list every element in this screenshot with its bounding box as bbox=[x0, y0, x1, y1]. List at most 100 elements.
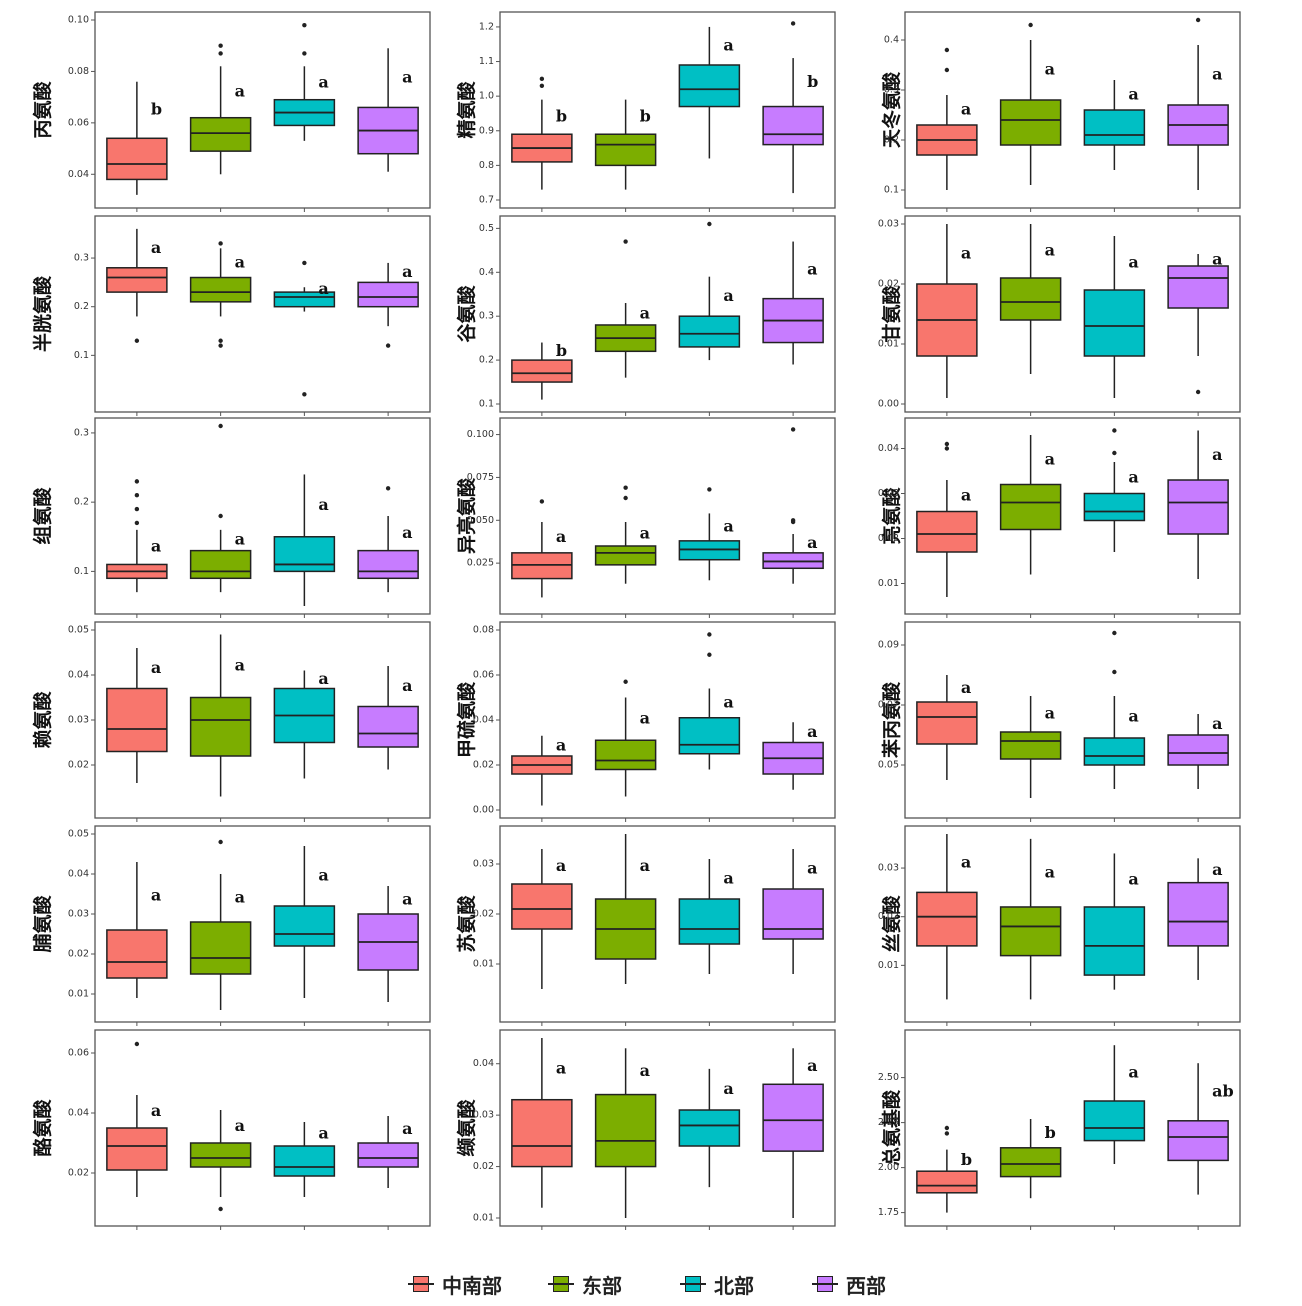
panel-5: 谷氨酸 0.1 0.2 0.3 0.4 0.5 b a a a bbox=[455, 215, 836, 416]
legend-item-central-south: 中南部 bbox=[408, 1270, 502, 1298]
significance-letter: a bbox=[235, 888, 245, 907]
significance-letter: a bbox=[318, 669, 328, 688]
significance-letter: a bbox=[1045, 449, 1055, 468]
box-group-1: a bbox=[916, 224, 978, 416]
significance-letter: a bbox=[556, 856, 566, 875]
outlier-point bbox=[1195, 389, 1201, 395]
outlier-point bbox=[623, 679, 628, 684]
box-group-3: a bbox=[1083, 236, 1146, 416]
y-axis-label: 缬氨酸 bbox=[455, 1099, 478, 1157]
legend-swatch-icon bbox=[548, 1272, 574, 1296]
y-tick-label: 0.3 bbox=[884, 85, 899, 96]
box-group-4: a bbox=[762, 849, 824, 1026]
y-tick-label: 0.02 bbox=[473, 909, 494, 920]
iqr-box bbox=[189, 276, 252, 303]
box-group-1: b bbox=[916, 1125, 978, 1230]
y-tick-label: 0.04 bbox=[473, 715, 494, 726]
y-tick-label: 0.2 bbox=[884, 135, 899, 146]
y-tick-label: 1.2 bbox=[479, 21, 494, 32]
significance-letter: a bbox=[807, 859, 817, 878]
box-group-3: a bbox=[273, 260, 336, 416]
iqr-box bbox=[357, 1142, 419, 1168]
outlier-point bbox=[218, 839, 223, 845]
outlier-point bbox=[302, 22, 307, 28]
outlier-point bbox=[134, 338, 140, 343]
y-tick-label: 0.04 bbox=[68, 1108, 89, 1119]
box-group-1: a bbox=[916, 47, 978, 212]
y-tick-label: 0.01 bbox=[473, 959, 494, 970]
y-axis-label: 脯氨酸 bbox=[31, 895, 54, 954]
box-group-3: a bbox=[678, 26, 741, 212]
significance-letter: a bbox=[151, 1101, 161, 1120]
box-group-3: a bbox=[273, 1122, 336, 1230]
iqr-box bbox=[189, 549, 252, 580]
outlier-point bbox=[539, 76, 545, 82]
significance-letter: b bbox=[1045, 1123, 1056, 1142]
box-group-1: b bbox=[511, 341, 573, 416]
significance-letter: a bbox=[640, 856, 650, 875]
panel-6: 甘氨酸 0.00 0.01 0.02 0.03 a a a a bbox=[878, 215, 1241, 416]
significance-letter: a bbox=[1128, 85, 1138, 104]
legend-label: 西部 bbox=[846, 1273, 886, 1298]
box-group-2: a bbox=[189, 241, 252, 416]
y-tick-label: 0.3 bbox=[479, 311, 494, 322]
box-group-1: a bbox=[916, 441, 978, 618]
legend: 中南部 东部 北部 西部 bbox=[0, 1262, 1302, 1302]
y-tick-label: 0.9 bbox=[479, 125, 494, 136]
iqr-box bbox=[511, 1098, 573, 1168]
legend-swatch-icon bbox=[408, 1272, 434, 1296]
legend-label: 北部 bbox=[714, 1273, 754, 1298]
y-tick-label: 0.06 bbox=[473, 670, 494, 681]
iqr-box bbox=[678, 898, 741, 945]
y-tick-label: 0.08 bbox=[473, 625, 494, 636]
iqr-box bbox=[762, 888, 824, 940]
significance-letter: a bbox=[235, 656, 245, 675]
outlier-point bbox=[218, 513, 223, 519]
box-group-4: a bbox=[357, 1116, 419, 1230]
iqr-box bbox=[357, 549, 419, 580]
significance-letter: a bbox=[723, 1079, 733, 1098]
box-group-1: a bbox=[106, 648, 168, 822]
significance-letter: b bbox=[556, 106, 567, 125]
iqr-box bbox=[916, 891, 978, 947]
box-group-2: a bbox=[189, 634, 252, 822]
box-group-3: a bbox=[678, 221, 741, 416]
y-tick-label: 2.00 bbox=[878, 1162, 899, 1173]
y-tick-label: 0.1 bbox=[74, 350, 89, 361]
box-group-4: a bbox=[357, 262, 419, 416]
y-tick-label: 0.1 bbox=[884, 185, 899, 196]
outlier-point bbox=[385, 486, 391, 491]
outlier-point bbox=[1112, 630, 1117, 636]
outlier-point bbox=[134, 493, 140, 498]
y-tick-label: 0.2 bbox=[74, 301, 89, 312]
significance-letter: a bbox=[640, 1061, 650, 1080]
significance-letter: a bbox=[807, 1056, 817, 1075]
significance-letter: a bbox=[556, 1058, 566, 1077]
significance-letter: a bbox=[1045, 704, 1055, 723]
outlier-point bbox=[134, 1041, 140, 1047]
y-tick-label: 0.01 bbox=[878, 339, 899, 350]
significance-letter: b bbox=[807, 72, 818, 91]
box-group-3: a bbox=[678, 487, 741, 618]
panel-2: 精氨酸 0.7 0.8 0.9 1.0 1.1 1.2 b b a b bbox=[455, 11, 836, 212]
y-tick-label: 0.04 bbox=[68, 169, 89, 180]
y-tick-label: 0.07 bbox=[878, 700, 899, 711]
significance-letter: a bbox=[807, 260, 817, 279]
panel-frame bbox=[94, 417, 431, 615]
y-axis-label: 天冬氨酸 bbox=[880, 71, 903, 148]
box-group-1: a bbox=[511, 849, 573, 1026]
iqr-box bbox=[999, 906, 1062, 957]
iqr-box bbox=[594, 1093, 657, 1168]
significance-letter: a bbox=[640, 708, 650, 727]
significance-letter: a bbox=[1212, 445, 1222, 464]
significance-letter: a bbox=[961, 853, 971, 872]
iqr-box bbox=[916, 510, 978, 553]
y-axis-label: 丙氨酸 bbox=[31, 81, 54, 139]
significance-letter: a bbox=[151, 537, 161, 556]
y-tick-label: 0.04 bbox=[68, 869, 89, 880]
box-group-2: a bbox=[189, 1110, 252, 1230]
legend-label: 中南部 bbox=[442, 1273, 502, 1298]
iqr-box bbox=[511, 883, 573, 930]
y-tick-label: 0.01 bbox=[878, 960, 899, 971]
